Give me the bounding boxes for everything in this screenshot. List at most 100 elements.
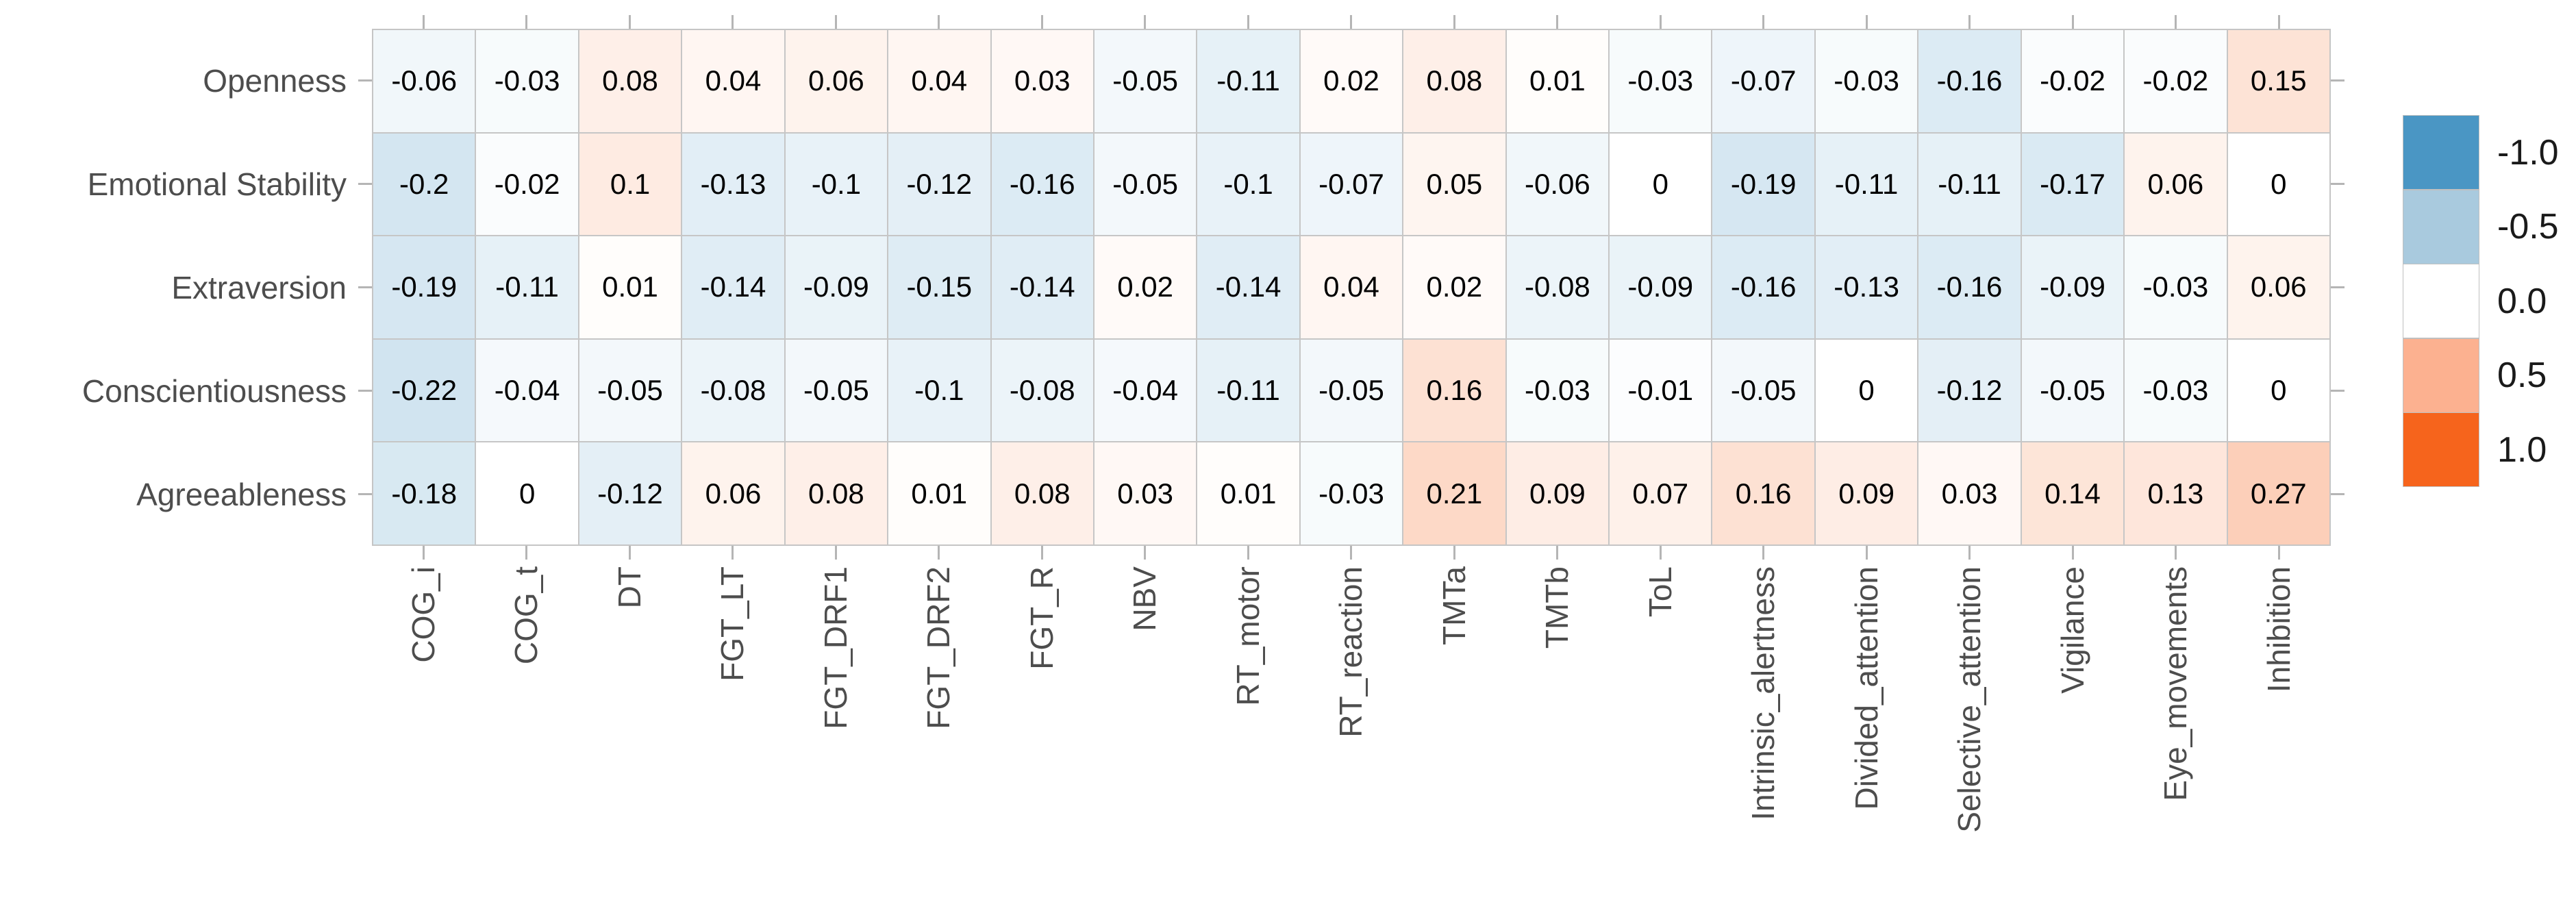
heatmap-cell: -0.03: [1814, 29, 1918, 133]
column-label: Divided_attention: [1842, 566, 1890, 810]
axis-tick: [2277, 546, 2280, 560]
heatmap-cell: -0.12: [1918, 338, 2021, 442]
cell-value: 0.07: [1632, 477, 1689, 510]
cell-value: 0.01: [1529, 64, 1586, 97]
column-label: Selective_attention: [1946, 566, 1994, 833]
legend-label: -0.5: [2497, 207, 2559, 247]
axis-tick: [731, 546, 734, 560]
cell-value: 0.08: [1014, 477, 1071, 510]
column-label: Intrinsic_alertness: [1740, 566, 1788, 820]
axis-tick: [628, 15, 631, 29]
axis-tick: [525, 546, 528, 560]
heatmap-cell: 0.08: [784, 442, 888, 545]
column-label-text: ToL: [1642, 566, 1678, 618]
heatmap-cell: 0.14: [2021, 442, 2125, 545]
axis-tick: [1247, 15, 1249, 29]
axis-tick: [1350, 15, 1353, 29]
cell-value: -0.2: [399, 167, 449, 200]
row-label: Agreeableness: [136, 476, 347, 512]
cell-value: -0.02: [2142, 64, 2209, 97]
heatmap-panel: -0.06 -0.03 0.08 0.04 0.06 0.04 0.03 -0.05 -0.11…: [372, 29, 2331, 546]
heatmap-cell: 0.02: [1403, 236, 1506, 339]
axis-tick: [2071, 546, 2074, 560]
heatmap-cell: 0.13: [2124, 442, 2227, 545]
cell-value: 0.08: [808, 477, 864, 510]
cell-value: -0.16: [1936, 271, 2003, 303]
axis-tick: [938, 546, 940, 560]
cell-value: 0.04: [911, 64, 968, 97]
cell-value: 0.08: [602, 64, 658, 97]
heatmap-cell: -0.17: [2021, 132, 2125, 236]
heatmap-cell: 0.15: [2227, 29, 2330, 133]
cell-value: -0.22: [391, 374, 458, 407]
axis-tick: [422, 546, 425, 560]
cell-value: -0.1: [914, 374, 964, 407]
heatmap-cell: -0.07: [1712, 29, 1815, 133]
legend-swatch: [2403, 338, 2479, 413]
heatmap-cell: -0.05: [2021, 338, 2125, 442]
axis-tick: [834, 15, 837, 29]
heatmap-cell: -0.03: [2124, 236, 2227, 339]
column-label: FGT_LT: [709, 566, 757, 681]
legend-swatch: [2403, 412, 2479, 487]
cell-value: 0.04: [1323, 271, 1379, 303]
cell-value: -0.09: [2040, 271, 2105, 303]
heatmap-cell: 0.03: [1918, 442, 2021, 545]
heatmap-cell: -0.05: [578, 338, 682, 442]
cell-value: -0.06: [1524, 167, 1590, 200]
cell-value: -0.12: [1936, 374, 2003, 407]
heatmap-cell: 0.09: [1505, 442, 1610, 545]
cell-value: -0.14: [1215, 271, 1281, 303]
heatmap-cell: 0: [2227, 132, 2330, 236]
heatmap-cell: 0.04: [888, 29, 991, 133]
heatmap-cell: -0.11: [1814, 132, 1918, 236]
cell-value: 0.02: [1323, 64, 1379, 97]
column-label: FGT_R: [1018, 566, 1066, 670]
cell-value: -0.08: [1524, 271, 1590, 303]
heatmap-cell: -0.03: [1505, 338, 1610, 442]
cell-value: 0.16: [1426, 374, 1483, 407]
column-label-text: FGT_DRF2: [921, 566, 957, 729]
heatmap-cell: -0.12: [888, 132, 991, 236]
cell-value: 0: [518, 477, 536, 510]
cell-value: 0.16: [1735, 477, 1792, 510]
cell-value: -0.13: [700, 167, 766, 200]
cell-value: -0.11: [1938, 167, 2001, 200]
cell-value: 0.1: [610, 167, 651, 200]
cell-value: -0.05: [1112, 167, 1179, 200]
heatmap-cell: 0.03: [1093, 442, 1197, 545]
heatmap-cell: 0.27: [2227, 442, 2330, 545]
cell-value: -0.03: [1834, 64, 1899, 97]
column-label-text: Selective_attention: [1951, 566, 1988, 833]
heatmap-cell: -0.02: [475, 132, 579, 236]
column-label-text: Vigilance: [2054, 566, 2090, 694]
axis-tick: [2175, 546, 2177, 560]
column-label: RT_reaction: [1327, 566, 1375, 738]
legend-label: 0.0: [2497, 281, 2547, 321]
cell-value: -0.08: [700, 374, 766, 407]
row-label: Conscientiousness: [82, 373, 347, 409]
axis-tick: [1659, 546, 1662, 560]
heatmap-cell: 0.09: [1814, 442, 1918, 545]
heatmap-cell: -0.12: [578, 442, 682, 545]
axis-tick: [358, 390, 372, 392]
cell-value: -0.11: [1216, 64, 1280, 97]
heatmap-cell: -0.09: [1609, 236, 1712, 339]
heatmap-cell: 0.16: [1403, 338, 1506, 442]
axis-tick: [1247, 546, 1249, 560]
heatmap-cell: -0.05: [1093, 132, 1197, 236]
heatmap-cell: -0.06: [373, 29, 476, 133]
legend-label: 0.5: [2497, 355, 2547, 395]
axis-tick: [2277, 15, 2280, 29]
heatmap-cell: -0.08: [1505, 236, 1610, 339]
cell-value: -0.16: [1730, 271, 1797, 303]
legend-swatch: [2403, 264, 2479, 338]
axis-tick: [834, 546, 837, 560]
cell-value: 0.15: [2250, 64, 2307, 97]
cell-value: 0: [1652, 167, 1668, 200]
cell-value: -0.04: [1112, 374, 1179, 407]
axis-tick: [1144, 546, 1147, 560]
heatmap-cell: -0.05: [1299, 338, 1403, 442]
cell-value: -0.13: [1834, 271, 1899, 303]
cell-value: -0.11: [495, 271, 559, 303]
